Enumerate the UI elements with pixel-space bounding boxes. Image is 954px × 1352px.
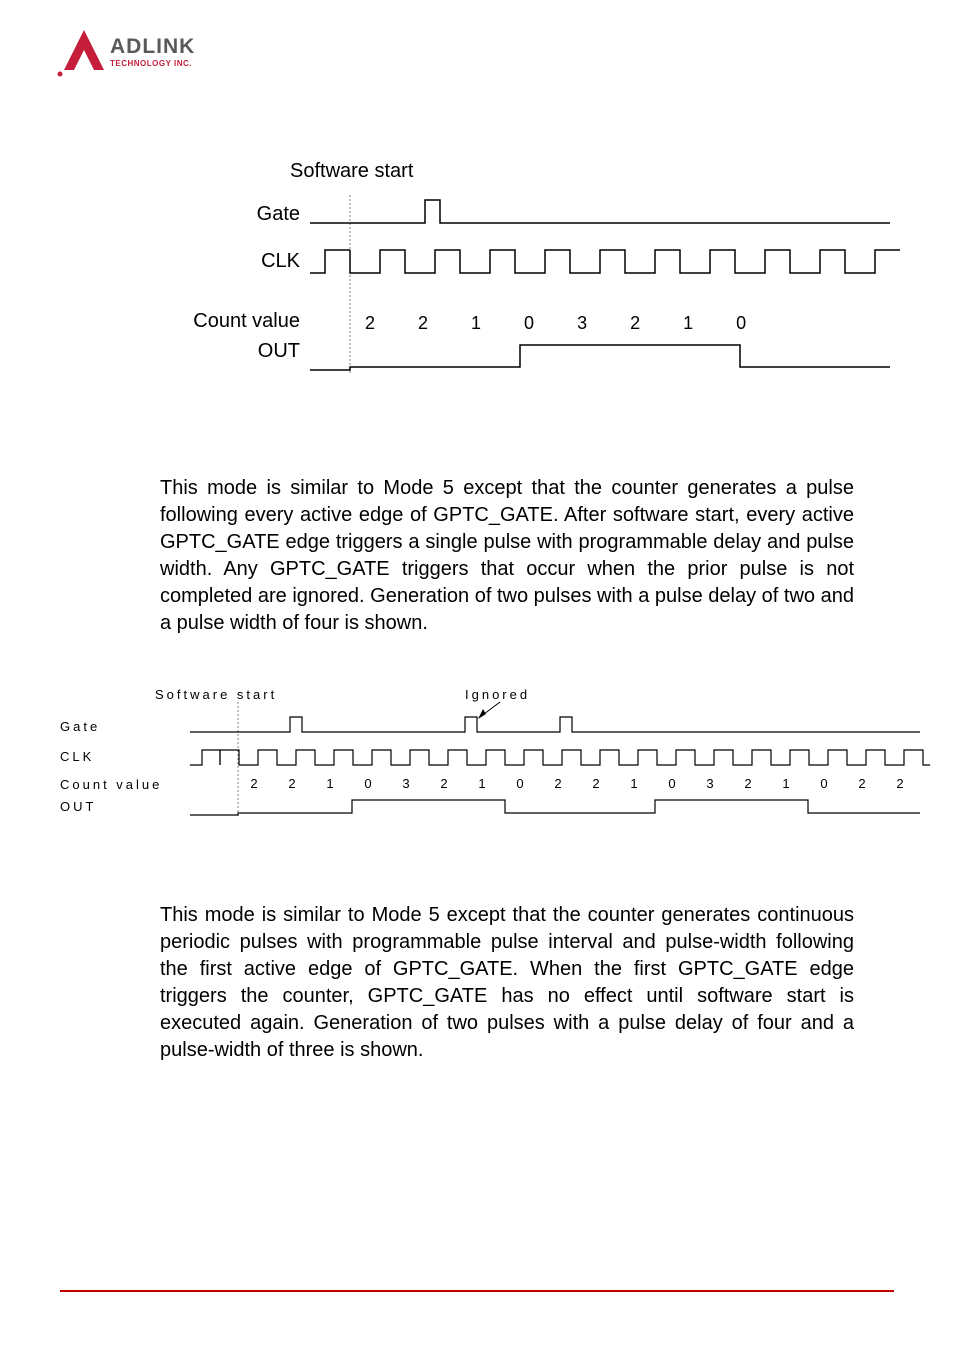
- diagram1-title: Software start: [290, 160, 854, 183]
- count-val: 2: [539, 776, 577, 791]
- logo-sub-text: TECHNOLOGY INC.: [110, 59, 192, 68]
- diagram2-count-values: 2 2 1 0 3 2 1 0 2 2 1 0 3 2 1 0 2 2: [235, 776, 919, 791]
- count-val: 3: [387, 776, 425, 791]
- count-val: 2: [273, 776, 311, 791]
- count-val: 0: [805, 776, 843, 791]
- count-val: 3: [577, 313, 587, 334]
- count-val: 2: [881, 776, 919, 791]
- count-val: 1: [471, 313, 481, 334]
- count-val: 0: [501, 776, 539, 791]
- count-val: 2: [729, 776, 767, 791]
- logo-main-text: ADLINK: [110, 35, 195, 58]
- diagram1-clk-label: CLK: [160, 250, 300, 273]
- body-paragraph-2: This mode is similar to Mode 5 except th…: [160, 902, 854, 1064]
- footer-divider: [60, 1290, 894, 1292]
- diagram2-svg: [60, 687, 930, 827]
- count-val: 1: [767, 776, 805, 791]
- count-val: 1: [311, 776, 349, 791]
- count-val: 0: [736, 313, 746, 334]
- diagram1-out-label: OUT: [160, 340, 300, 363]
- clk-train: [220, 750, 930, 765]
- diagram1-svg: [310, 195, 910, 385]
- count-val: 2: [235, 776, 273, 791]
- body-paragraph-1: This mode is similar to Mode 5 except th…: [160, 475, 854, 637]
- count-val: 0: [349, 776, 387, 791]
- diagram1-count-values: 2 2 1 0 3 2 1 0: [365, 313, 746, 334]
- count-val: 1: [463, 776, 501, 791]
- timing-diagram-1: Gate CLK Count value OUT 2 2 1 0 3 2 1 0: [160, 195, 854, 405]
- count-val: 1: [615, 776, 653, 791]
- count-val: 2: [425, 776, 463, 791]
- adlink-logo: ADLINK TECHNOLOGY INC.: [52, 28, 212, 83]
- count-val: 0: [524, 313, 534, 334]
- count-val: 0: [653, 776, 691, 791]
- diagram1-gate-label: Gate: [160, 203, 300, 226]
- timing-diagram-2: Software start Ignored Gate CLK Count va…: [60, 687, 854, 842]
- diagram1-count-label: Count value: [160, 310, 300, 333]
- count-val: 2: [630, 313, 640, 334]
- count-val: 2: [577, 776, 615, 791]
- count-val: 1: [683, 313, 693, 334]
- count-val: 2: [843, 776, 881, 791]
- count-val: 3: [691, 776, 729, 791]
- count-val: 2: [418, 313, 428, 334]
- count-val: 2: [365, 313, 375, 334]
